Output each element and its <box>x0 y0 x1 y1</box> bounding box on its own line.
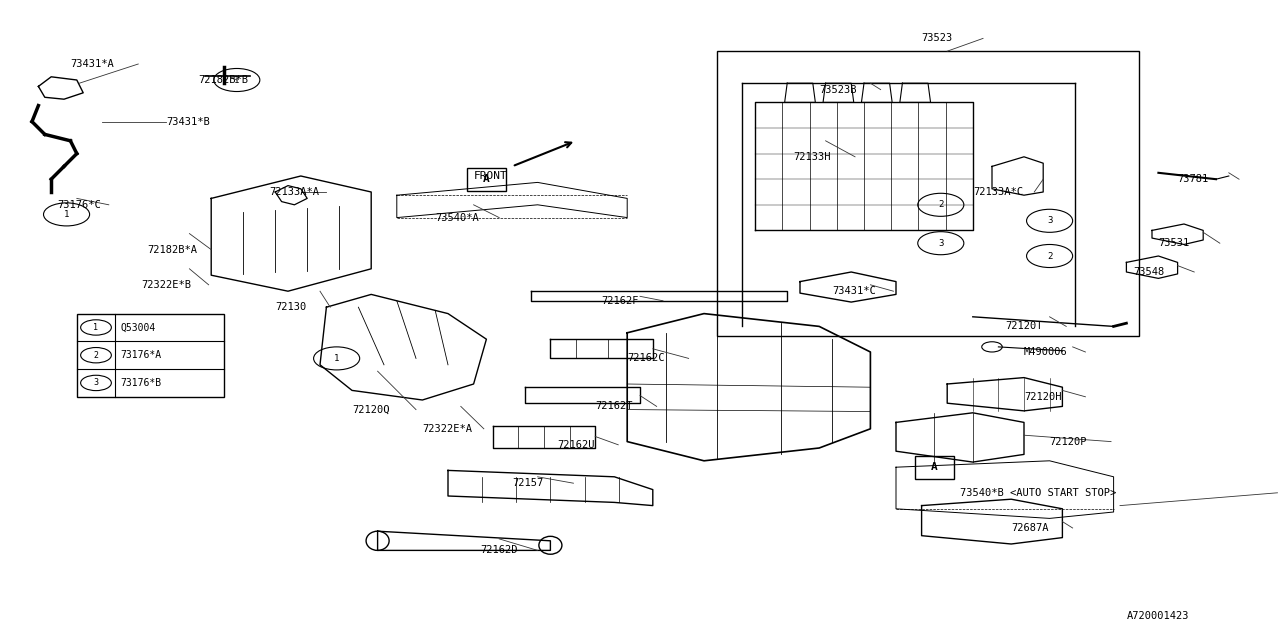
Text: 73431*A: 73431*A <box>70 59 114 69</box>
Text: 72133A*A: 72133A*A <box>269 187 319 197</box>
Text: 72133A*C: 72133A*C <box>973 187 1023 197</box>
FancyBboxPatch shape <box>915 456 954 479</box>
Text: 73176*B: 73176*B <box>120 378 161 388</box>
Text: 73781: 73781 <box>1178 174 1208 184</box>
Text: 73540*B <AUTO START STOP>: 73540*B <AUTO START STOP> <box>960 488 1116 498</box>
Text: 1: 1 <box>334 354 339 363</box>
Text: 72162F: 72162F <box>602 296 639 306</box>
Text: 1: 1 <box>234 76 239 84</box>
Text: 72322E*B: 72322E*B <box>141 280 191 290</box>
Text: 73548: 73548 <box>1133 267 1164 277</box>
Bar <box>77 314 224 397</box>
Text: 72162U: 72162U <box>557 440 594 450</box>
Text: 72182B*B: 72182B*B <box>198 75 248 85</box>
Text: 72162T: 72162T <box>595 401 632 412</box>
Text: 3: 3 <box>93 378 99 387</box>
Text: 72130: 72130 <box>275 302 306 312</box>
Ellipse shape <box>366 531 389 550</box>
Text: 72687A: 72687A <box>1011 523 1048 533</box>
Text: 73431*B: 73431*B <box>166 116 210 127</box>
Text: A720001423: A720001423 <box>1126 611 1189 621</box>
FancyBboxPatch shape <box>467 168 506 191</box>
Text: 2: 2 <box>1047 252 1052 260</box>
Text: 2: 2 <box>93 351 99 360</box>
Text: 73523B: 73523B <box>819 84 856 95</box>
Text: Q53004: Q53004 <box>120 323 156 332</box>
Text: 73176*C: 73176*C <box>58 200 101 210</box>
Text: 73531: 73531 <box>1158 238 1189 248</box>
Ellipse shape <box>539 536 562 554</box>
Text: 72120H: 72120H <box>1024 392 1061 402</box>
Text: 72162C: 72162C <box>627 353 664 364</box>
Text: 1: 1 <box>93 323 99 332</box>
Bar <box>717 51 1139 336</box>
Text: 1: 1 <box>64 210 69 219</box>
Text: 72162D: 72162D <box>480 545 517 556</box>
Text: M490006: M490006 <box>1024 347 1068 357</box>
Text: 73431*C: 73431*C <box>832 286 876 296</box>
Text: 72182B*A: 72182B*A <box>147 244 197 255</box>
Text: 72133H: 72133H <box>794 152 831 162</box>
Text: 3: 3 <box>938 239 943 248</box>
Text: A: A <box>931 462 938 472</box>
Text: 72120P: 72120P <box>1050 436 1087 447</box>
Text: 72120Q: 72120Q <box>352 404 389 415</box>
Text: 73176*A: 73176*A <box>120 350 161 360</box>
Text: 73540*A: 73540*A <box>435 212 479 223</box>
Text: 72322E*A: 72322E*A <box>422 424 472 434</box>
Text: 3: 3 <box>1047 216 1052 225</box>
Text: 2: 2 <box>938 200 943 209</box>
Text: A: A <box>483 174 490 184</box>
Text: 73523: 73523 <box>922 33 952 44</box>
Text: FRONT: FRONT <box>474 171 507 181</box>
Text: 72157: 72157 <box>512 478 543 488</box>
Text: 72120T: 72120T <box>1005 321 1042 332</box>
